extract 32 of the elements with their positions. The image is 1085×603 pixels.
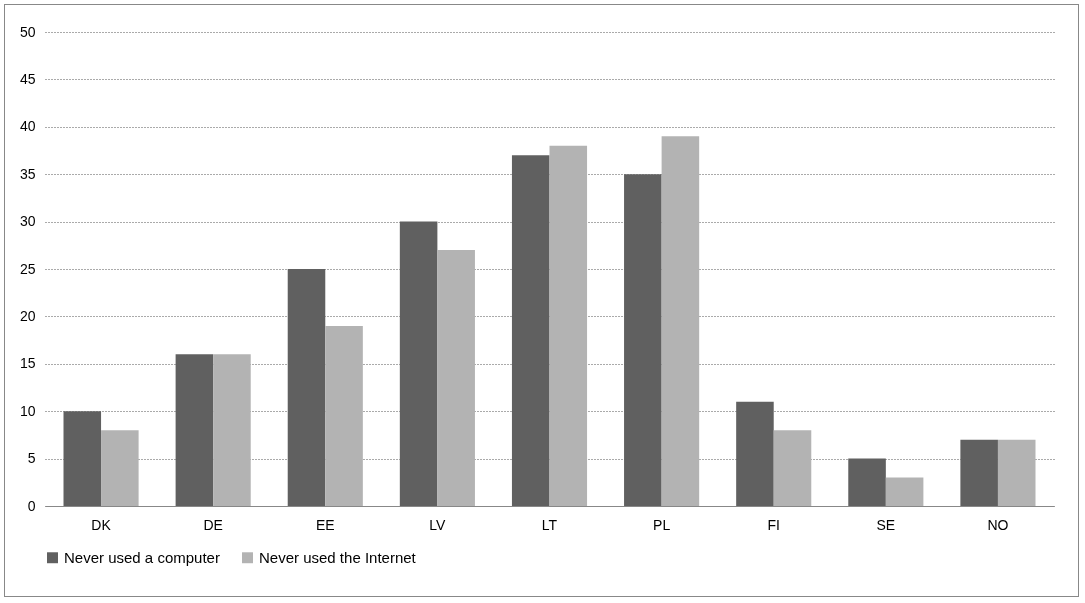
bar xyxy=(549,145,588,506)
y-tick-label: 20 xyxy=(19,307,36,324)
x-tick-label: LT xyxy=(541,516,558,533)
bar xyxy=(661,136,700,506)
x-tick-label: DK xyxy=(91,516,112,533)
bar xyxy=(325,325,363,506)
x-tick-label: EE xyxy=(315,516,335,533)
bar xyxy=(399,221,438,506)
y-tick-label: 5 xyxy=(27,450,36,467)
y-tick-label: 40 xyxy=(19,118,36,135)
bar xyxy=(773,430,812,506)
x-tick-label: SE xyxy=(876,516,896,533)
y-tick-label: 0 xyxy=(27,497,36,514)
y-tick-label: 45 xyxy=(19,70,36,87)
y-tick-label: 50 xyxy=(19,23,36,40)
legend-label: Never used the Internet xyxy=(259,548,417,566)
x-tick-label: PL xyxy=(653,516,671,533)
x-tick-label: DE xyxy=(203,516,223,533)
x-tick-label: NO xyxy=(987,516,1009,533)
y-tick-label: 10 xyxy=(19,402,36,419)
bar xyxy=(885,477,924,506)
bar xyxy=(997,439,1036,506)
x-tick-label: FI xyxy=(767,516,780,533)
bar xyxy=(437,250,475,506)
legend-label: Never used a computer xyxy=(64,548,220,566)
y-tick-label: 15 xyxy=(19,355,36,372)
bar xyxy=(213,354,251,506)
x-tick-label: LV xyxy=(429,516,447,533)
y-tick-label: 35 xyxy=(19,165,36,182)
y-tick-label: 25 xyxy=(19,260,36,277)
y-tick-label: 30 xyxy=(19,213,36,230)
bar xyxy=(101,430,139,506)
